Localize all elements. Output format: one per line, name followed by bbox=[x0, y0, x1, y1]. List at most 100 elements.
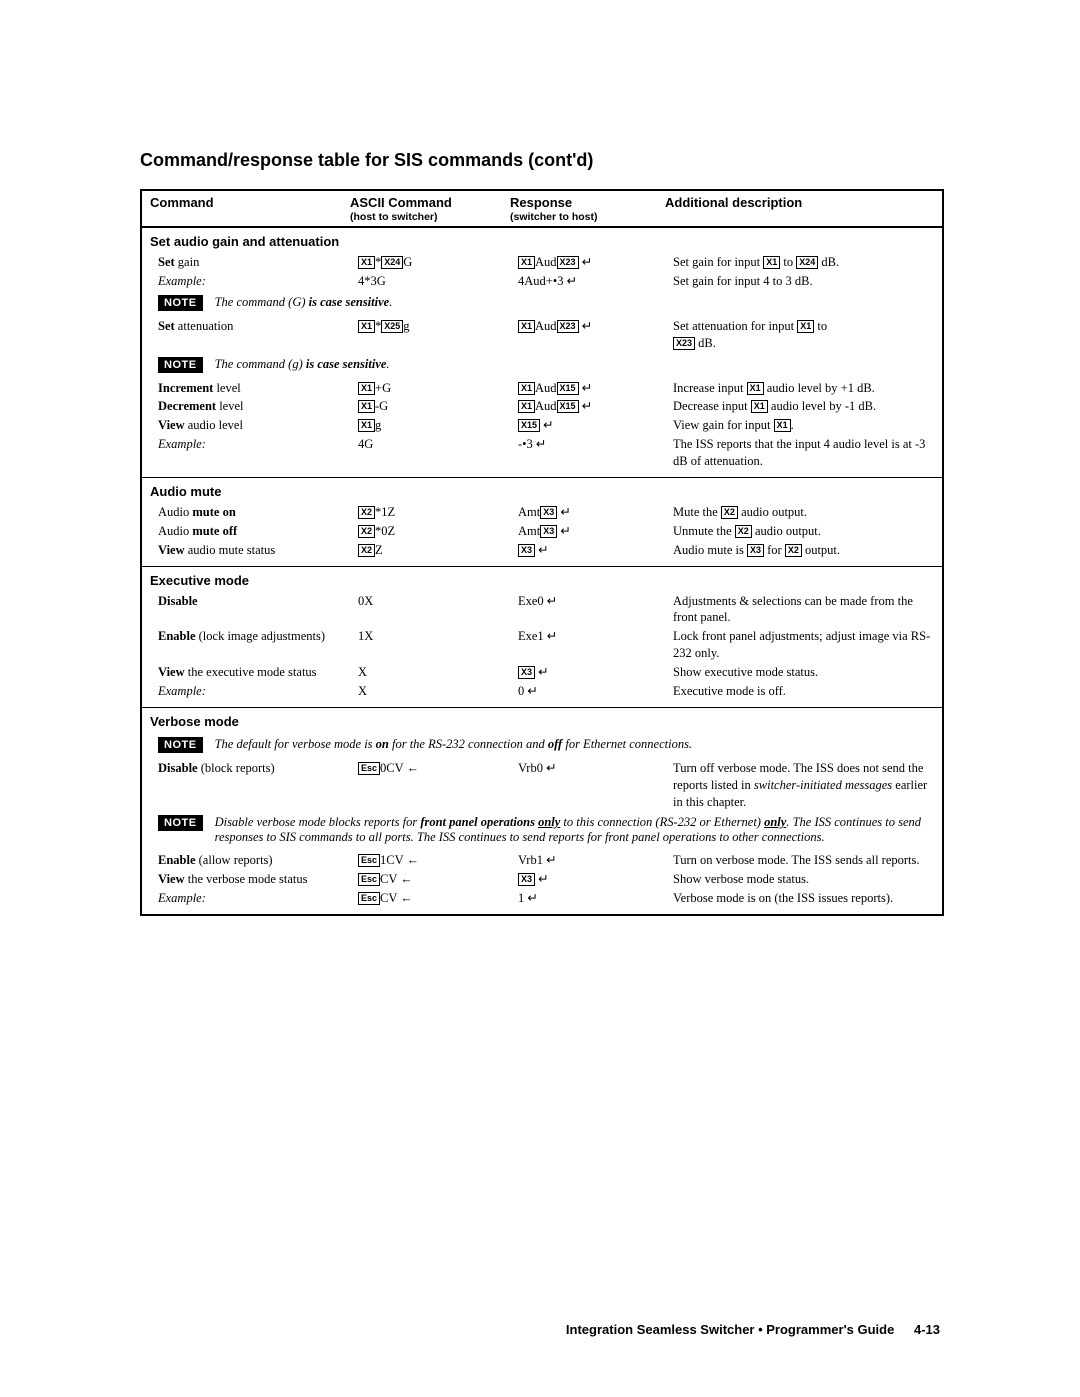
row-exec-view: View the executive mode status X X3 ↵ Sh… bbox=[142, 663, 942, 682]
note-badge-icon: NOTE bbox=[158, 737, 203, 753]
t: Z bbox=[375, 543, 383, 557]
resp: 0 ↵ bbox=[518, 683, 673, 700]
t: (block reports) bbox=[198, 761, 275, 775]
t: Audio mute is bbox=[673, 543, 747, 557]
row-view-mute: View audio mute status X2Z X3 ↵ Audio mu… bbox=[142, 541, 942, 560]
t: Amt bbox=[518, 524, 540, 538]
x-icon: X3 bbox=[747, 544, 764, 557]
row-example: Example: 4G -•3 ↵ The ISS reports that t… bbox=[142, 435, 942, 471]
note-badge-icon: NOTE bbox=[158, 815, 203, 831]
label2: attenuation bbox=[175, 319, 234, 333]
return-icon: ↵ bbox=[560, 505, 570, 519]
resp: 1 ↵ bbox=[518, 890, 673, 907]
desc: Executive mode is off. bbox=[673, 683, 934, 700]
return-icon: ↵ bbox=[582, 319, 592, 333]
x-icon: X1 bbox=[358, 320, 375, 333]
note-row: NOTE The command (g) is case sensitive. bbox=[142, 353, 942, 379]
desc: Show verbose mode status. bbox=[673, 871, 934, 888]
desc: Show executive mode status. bbox=[673, 664, 934, 681]
desc: Turn on verbose mode. The ISS sends all … bbox=[673, 852, 934, 869]
t: the executive mode status bbox=[185, 665, 317, 679]
t: Enable bbox=[158, 853, 196, 867]
col-response-sub: (switcher to host) bbox=[510, 211, 665, 223]
t: Audio bbox=[158, 524, 192, 538]
x-icon: X2 bbox=[358, 506, 375, 519]
row-verbose-enable: Enable (allow reports) Esc1CV ← Vrb1 ↵ T… bbox=[142, 851, 942, 870]
t: is case sensitive bbox=[306, 357, 387, 371]
t: audio level by -1 dB. bbox=[768, 399, 876, 413]
t: to bbox=[814, 319, 827, 333]
page-title: Command/response table for SIS commands … bbox=[140, 150, 940, 171]
desc: Verbose mode is on (the ISS issues repor… bbox=[673, 890, 934, 907]
x-icon: X3 bbox=[540, 525, 557, 538]
note-badge-icon: NOTE bbox=[158, 295, 203, 311]
t: Mute the bbox=[673, 505, 721, 519]
label2: gain bbox=[175, 255, 200, 269]
t: g bbox=[403, 319, 409, 333]
esc-icon: Esc bbox=[358, 854, 380, 867]
t: The command (G) bbox=[215, 295, 309, 309]
note-text: Disable verbose mode blocks reports for … bbox=[215, 815, 934, 845]
col-description: Additional description bbox=[665, 195, 934, 210]
command-table: Command ASCII Command Response Additiona… bbox=[140, 189, 944, 916]
t: *0Z bbox=[375, 524, 395, 538]
row-exec-enable: Enable (lock image adjustments) 1X Exe1 … bbox=[142, 627, 942, 663]
x-icon: X2 bbox=[721, 506, 738, 519]
label2: level bbox=[216, 399, 243, 413]
t: CV ← bbox=[380, 891, 413, 905]
x-icon: X23 bbox=[557, 256, 579, 269]
x-icon: X1 bbox=[358, 400, 375, 413]
t: to bbox=[780, 255, 796, 269]
x-icon: X1 bbox=[747, 382, 764, 395]
x-icon: X2 bbox=[785, 544, 802, 557]
t: Audio bbox=[158, 505, 192, 519]
return-icon: ↵ bbox=[582, 381, 592, 395]
x-icon: X1 bbox=[774, 419, 791, 432]
label2: level bbox=[213, 381, 240, 395]
col-ascii: ASCII Command bbox=[350, 195, 510, 210]
esc-icon: Esc bbox=[358, 762, 380, 775]
x-icon: X1 bbox=[358, 419, 375, 432]
t: Aud bbox=[535, 319, 557, 333]
t: Amt bbox=[518, 505, 540, 519]
row-set-attenuation: Set attenuation X1*X25g X1AudX23 ↵ Set a… bbox=[142, 317, 942, 353]
desc: Adjustments & selections can be made fro… bbox=[673, 593, 934, 627]
label: Example: bbox=[150, 890, 358, 907]
t: output. bbox=[802, 543, 840, 557]
t: audio level by +1 dB. bbox=[764, 381, 875, 395]
t: 0CV ← bbox=[380, 761, 419, 775]
resp: -•3 ↵ bbox=[518, 436, 673, 470]
row-example: Example: X 0 ↵ Executive mode is off. bbox=[142, 682, 942, 701]
x-icon: X2 bbox=[358, 544, 375, 557]
resp: Vrb1 ↵ bbox=[518, 852, 673, 869]
x-icon: X23 bbox=[673, 337, 695, 350]
t: -G bbox=[375, 399, 388, 413]
t: Set attenuation for input bbox=[673, 319, 797, 333]
note-badge-icon: NOTE bbox=[158, 357, 203, 373]
x-icon: X23 bbox=[557, 320, 579, 333]
t: View gain for input bbox=[673, 418, 774, 432]
t: Disable bbox=[158, 761, 198, 775]
t: G bbox=[403, 255, 412, 269]
return-icon: ↵ bbox=[543, 418, 553, 432]
t: dB. bbox=[818, 255, 839, 269]
x-icon: X2 bbox=[735, 525, 752, 538]
t: 1CV ← bbox=[380, 853, 419, 867]
t: Aud bbox=[535, 381, 557, 395]
section-executive: Executive mode bbox=[142, 566, 942, 592]
x-icon: X1 bbox=[518, 320, 535, 333]
row-example: Example: 4*3G 4Aud+•3 ↵ Set gain for inp… bbox=[142, 272, 942, 291]
x-icon: X3 bbox=[518, 666, 535, 679]
desc: Turn off verbose mode. The ISS does not … bbox=[673, 760, 934, 811]
label: View bbox=[158, 418, 185, 432]
row-view-audio: View audio level X1g X15 ↵ View gain for… bbox=[142, 416, 942, 435]
x-icon: X1 bbox=[518, 256, 535, 269]
x-icon: X1 bbox=[358, 256, 375, 269]
t: Aud bbox=[535, 399, 557, 413]
x-icon: X1 bbox=[763, 256, 780, 269]
label: Set bbox=[158, 255, 175, 269]
x-icon: X25 bbox=[381, 320, 403, 333]
x-icon: X1 bbox=[797, 320, 814, 333]
return-icon: ↵ bbox=[538, 543, 548, 557]
section-audio-mute: Audio mute bbox=[142, 477, 942, 503]
